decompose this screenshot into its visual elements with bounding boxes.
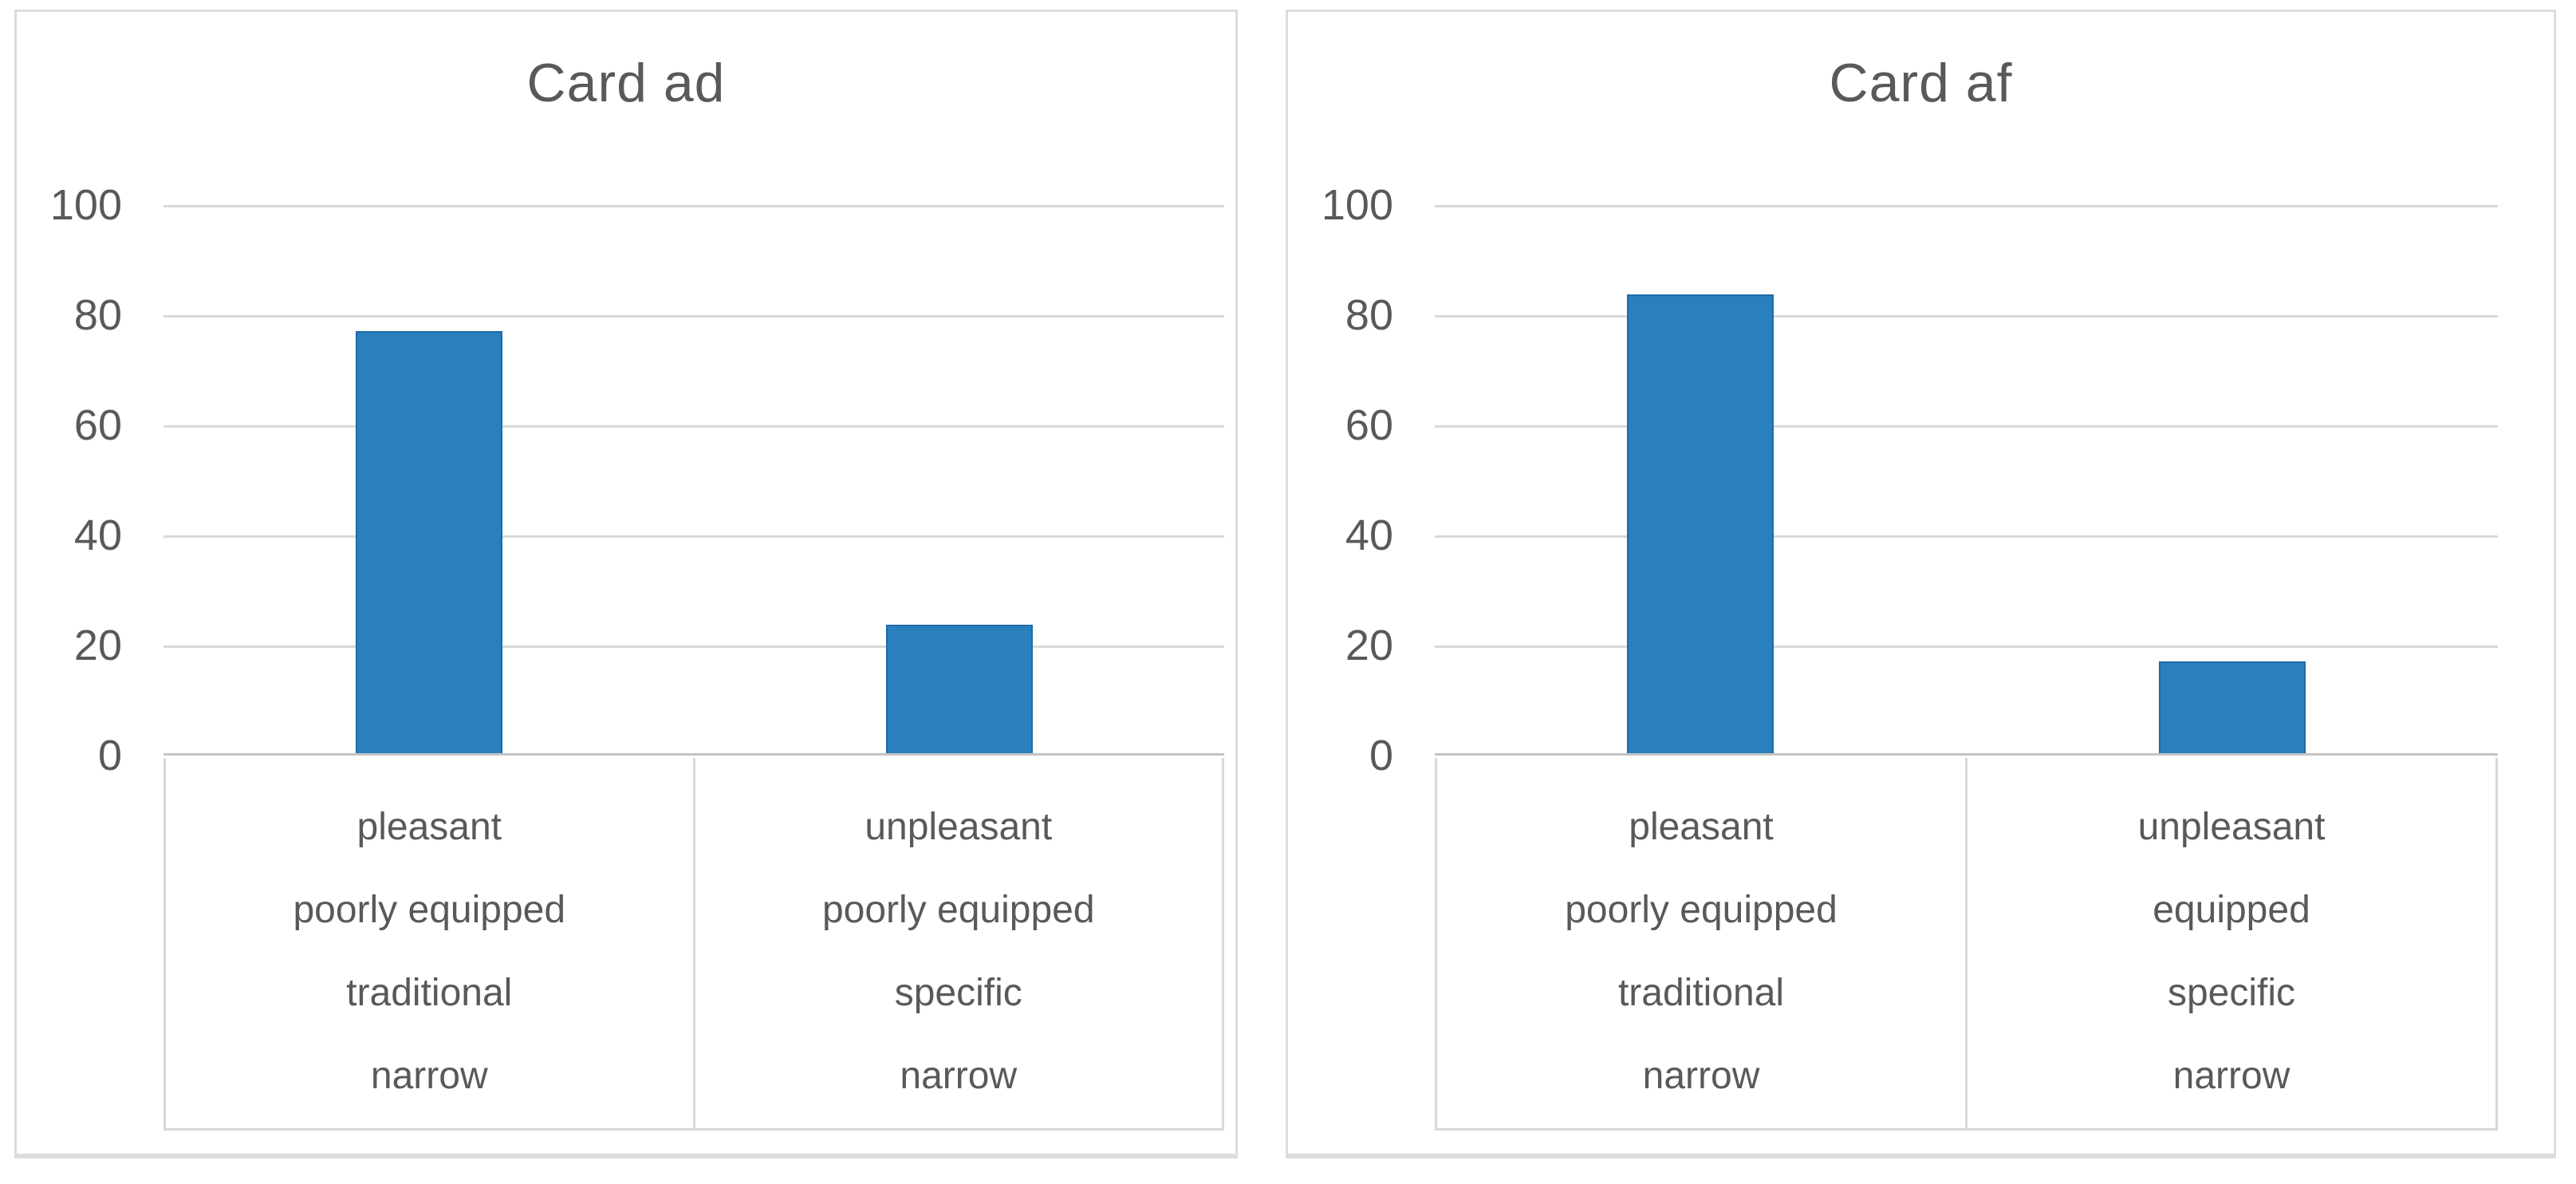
- gridline: [163, 645, 1224, 648]
- category-label: narrow: [900, 1054, 1018, 1097]
- category-cell: unpleasant poorly equipped specific narr…: [695, 758, 1224, 1128]
- y-tick-label: 100: [1321, 181, 1393, 229]
- y-tick-label: 80: [1345, 291, 1393, 339]
- chart-panel-card-af: Card af 100 80 60 40 20 0 pleasant poorl…: [1286, 10, 2556, 1158]
- bar-card-af-pleasant: [1627, 294, 1774, 753]
- category-axis: pleasant poorly equipped traditional nar…: [1435, 758, 2498, 1131]
- category-cell: pleasant poorly equipped traditional nar…: [1435, 758, 1967, 1128]
- category-axis: pleasant poorly equipped traditional nar…: [163, 758, 1224, 1131]
- category-label: unpleasant: [865, 805, 1053, 848]
- category-cell: unpleasant equipped specific narrow: [1967, 758, 2498, 1128]
- category-label: poorly equipped: [293, 888, 566, 931]
- gridline: [1435, 535, 2498, 538]
- chart-title: Card ad: [526, 53, 726, 113]
- y-tick-label: 80: [73, 291, 122, 339]
- category-label: traditional: [346, 971, 513, 1014]
- gridline: [163, 315, 1224, 318]
- category-label: narrow: [1642, 1054, 1760, 1097]
- category-label: poorly equipped: [821, 888, 1095, 931]
- category-label: specific: [894, 971, 1022, 1014]
- category-label: equipped: [2153, 888, 2310, 931]
- gridline: [163, 425, 1224, 428]
- gridline: [1435, 315, 2498, 318]
- y-tick-label: 40: [73, 511, 122, 559]
- y-tick-label: 0: [1369, 732, 1393, 779]
- y-axis: 100 80 60 40 20 0: [1288, 12, 1393, 1154]
- y-tick-label: 60: [73, 401, 122, 449]
- category-label: narrow: [370, 1054, 488, 1097]
- category-slot: [694, 205, 1224, 753]
- category-label: unpleasant: [2137, 805, 2326, 848]
- category-label: pleasant: [356, 805, 502, 848]
- gridline: [163, 205, 1224, 207]
- chart-title: Card af: [1829, 53, 2013, 113]
- bar-card-ad-unpleasant: [885, 625, 1033, 753]
- gridline: [1435, 205, 2498, 207]
- gridline: [1435, 425, 2498, 428]
- category-slot: [1435, 205, 1967, 753]
- y-tick-label: 20: [73, 622, 122, 669]
- y-tick-label: 60: [1345, 401, 1393, 449]
- category-slot: [163, 205, 694, 753]
- bar-card-af-unpleasant: [2158, 661, 2306, 753]
- y-tick-label: 40: [1345, 511, 1393, 559]
- chart-panel-card-ad: Card ad 100 80 60 40 20 0 pleasant poorl…: [14, 10, 1238, 1158]
- category-label: specific: [2167, 971, 2296, 1014]
- y-tick-label: 20: [1345, 622, 1393, 669]
- y-axis: 100 80 60 40 20 0: [17, 12, 122, 1154]
- y-tick-label: 0: [97, 732, 122, 779]
- plot-area: [1435, 205, 2498, 756]
- gridline: [163, 535, 1224, 538]
- category-label: poorly equipped: [1565, 888, 1837, 931]
- gridline: [1435, 645, 2498, 648]
- y-tick-label: 100: [49, 181, 122, 229]
- bar-slots: [163, 205, 1224, 753]
- category-cell: pleasant poorly equipped traditional nar…: [163, 758, 695, 1128]
- plot-area: [163, 205, 1224, 756]
- bar-slots: [1435, 205, 2498, 753]
- category-slot: [1967, 205, 2499, 753]
- category-label: narrow: [2172, 1054, 2290, 1097]
- category-label: pleasant: [1629, 805, 1774, 848]
- category-label: traditional: [1617, 971, 1785, 1014]
- bar-card-ad-pleasant: [355, 331, 502, 753]
